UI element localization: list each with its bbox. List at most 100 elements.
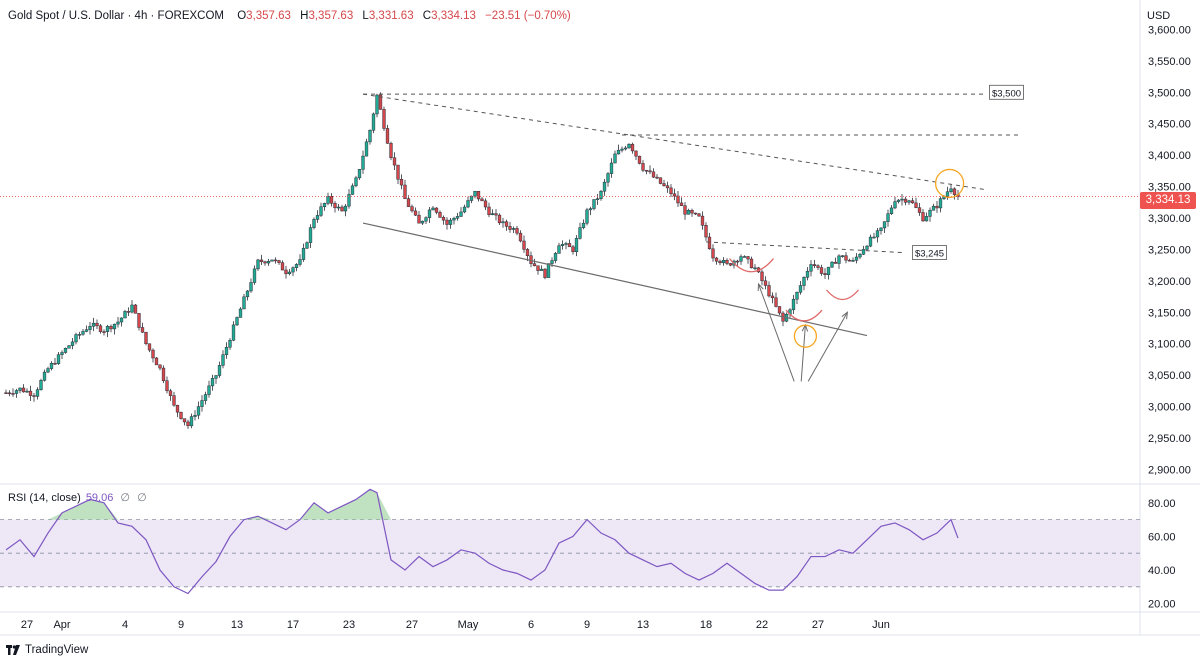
last-price-tag: 3,334.13 (1140, 192, 1196, 209)
x-tick-label: 4 (122, 619, 128, 631)
candle-body (203, 394, 208, 401)
candle-body (424, 217, 428, 222)
candle-body (35, 389, 40, 397)
rsi-overbought-fill (328, 506, 342, 520)
candle-body (641, 163, 645, 171)
candle-body (389, 143, 393, 158)
symbol-title[interactable]: Gold Spot / U.S. Dollar · 4h · FOREXCOM (8, 10, 225, 22)
arrow-left-shoulder (758, 283, 795, 382)
candle-body (490, 213, 495, 216)
candle-body (669, 187, 673, 195)
x-tick-label: Jun (872, 619, 890, 631)
candles-group (4, 92, 960, 429)
candle-body (112, 323, 117, 330)
candle-body (798, 285, 803, 293)
candle-body (228, 339, 232, 348)
candle-body (242, 296, 246, 310)
rsi-overbought-fill (370, 489, 377, 520)
candle-body (70, 341, 75, 346)
rsi-overbought-fill (356, 489, 370, 520)
candle-body (483, 200, 488, 208)
candle-body (245, 290, 250, 298)
tradingview-label: TradingView (25, 644, 89, 656)
candle-body (413, 210, 418, 216)
candle-body (210, 378, 215, 387)
candle-body (56, 354, 61, 364)
candle-body (613, 153, 617, 164)
candle-body (137, 313, 141, 328)
arrow-head (800, 324, 806, 382)
currency-label[interactable]: USD (1147, 10, 1171, 22)
tradingview-branding[interactable]: TradingView (6, 644, 88, 656)
candle-body (301, 247, 306, 260)
candle-body (494, 213, 498, 216)
candle-body (91, 322, 96, 327)
candle-body (123, 311, 127, 319)
candle-body (910, 200, 915, 204)
candle-body (938, 198, 943, 209)
candle-body (224, 346, 229, 355)
rsi-overbought-fill (342, 499, 356, 520)
candle-body (354, 177, 358, 187)
candle-body (147, 343, 152, 351)
candle-body (879, 227, 883, 231)
candle-body (25, 390, 29, 393)
candle-body (459, 211, 463, 217)
candle-body (683, 205, 687, 215)
candle-body (914, 202, 918, 208)
candle-body (438, 212, 442, 218)
candle-body (686, 209, 691, 215)
rsi-tick-label: 60.00 (1148, 531, 1176, 543)
x-tick-label: 13 (231, 619, 243, 631)
candle-body (88, 326, 92, 330)
y-tick-label: 3,350.00 (1148, 182, 1191, 194)
candle-body (718, 260, 722, 264)
low-highlight-circle (793, 324, 818, 348)
candle-body (623, 147, 628, 150)
candle-body (952, 188, 957, 195)
candle-body (39, 380, 43, 390)
candle-body (753, 267, 757, 270)
candle-body (158, 364, 162, 369)
rsi-overbought-fill (377, 492, 391, 520)
candle-body (77, 334, 82, 336)
descending-resistance-trendline (362, 93, 987, 191)
descending-support-trendline (362, 222, 868, 337)
candle-body (165, 380, 169, 392)
candle-body (315, 215, 320, 220)
candle-body (466, 200, 470, 208)
low-value: 3,331.63 (368, 10, 414, 22)
candle-body (539, 268, 544, 271)
candle-body (900, 198, 904, 201)
candle-body (350, 185, 355, 195)
y-tick-label: 3,150.00 (1148, 307, 1191, 319)
candle-body (522, 240, 526, 250)
candle-body (903, 198, 908, 203)
candle-body (378, 94, 383, 110)
rsi-label: RSI (14, close) (8, 492, 81, 504)
candle-body (749, 258, 754, 269)
candle-body (406, 198, 411, 207)
candle-body (238, 308, 243, 318)
candle-body (399, 178, 404, 186)
y-tick-label: 3,300.00 (1148, 213, 1191, 225)
candle-body (357, 169, 362, 179)
rsi-header[interactable]: RSI (14, close) 59.06 ∅ ∅ (8, 491, 147, 504)
candle-body (21, 387, 26, 393)
candle-body (725, 260, 729, 264)
candle-body (543, 268, 547, 278)
candle-body (896, 199, 901, 202)
change-value: −23.51 (−0.70%) (485, 10, 571, 22)
y-tick-label: 3,500.00 (1148, 87, 1191, 99)
candle-body (550, 260, 554, 264)
candle-body (844, 255, 848, 261)
left-shoulder-arc (729, 258, 774, 273)
candle-body (182, 418, 187, 423)
candle-body (805, 270, 810, 278)
candle-body (4, 392, 8, 394)
x-tick-label: 27 (812, 619, 824, 631)
rsi-overbought-fill (314, 502, 328, 520)
candle-body (252, 268, 257, 283)
candle-body (396, 164, 400, 180)
